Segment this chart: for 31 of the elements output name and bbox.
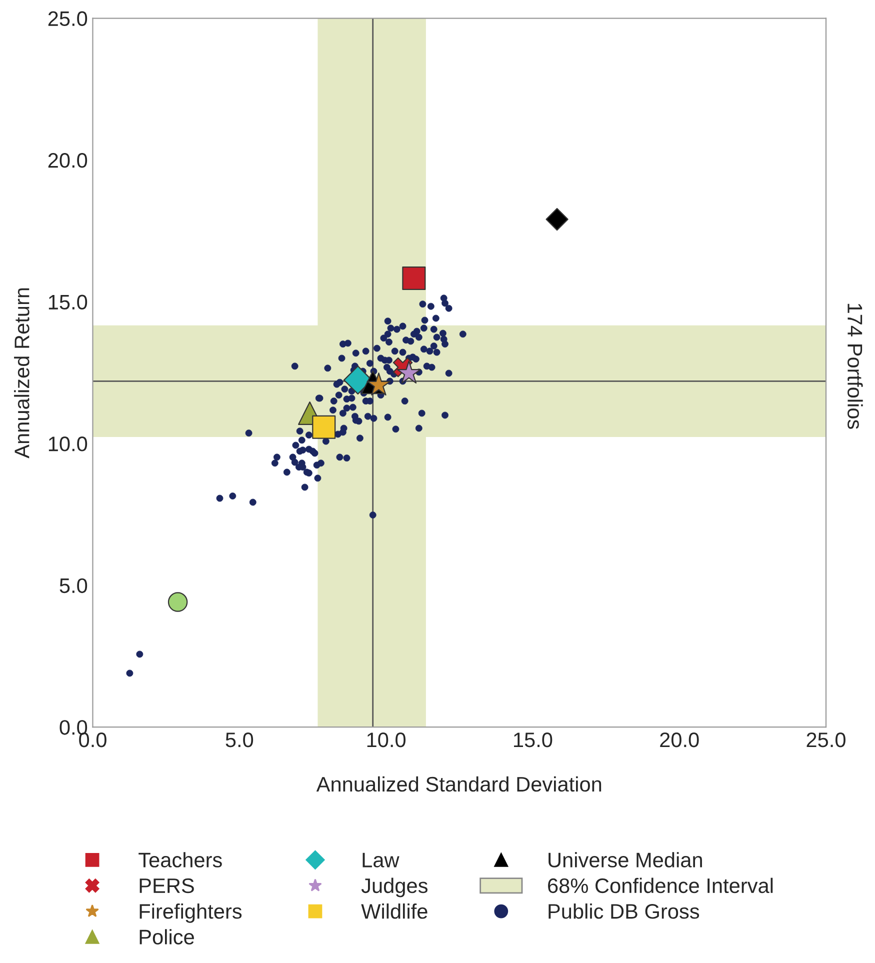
point: [396, 360, 421, 384]
x-tick-label: 25.0: [806, 732, 846, 748]
point: [402, 266, 426, 290]
x-axis-title: Annualized Standard Deviation: [316, 776, 602, 792]
legend-label: Law: [362, 852, 400, 868]
legend-label: 68% Confidence Interval: [548, 878, 773, 894]
legend-label: Teachers: [138, 852, 222, 868]
legend-label: Universe Median: [548, 852, 702, 868]
legend-label: Firefighters: [140, 903, 242, 923]
point: [366, 372, 391, 396]
text: 174 Portfolios: [848, 304, 863, 429]
legend-label: Judges: [361, 878, 428, 898]
y-axis-title: Annualized Return: [14, 288, 30, 458]
point: [312, 415, 336, 439]
point: [168, 592, 188, 612]
y-tick-label: 5.0: [60, 578, 88, 594]
y-tick-label: 20.0: [48, 153, 88, 168]
point: [546, 208, 568, 231]
legend-label: PERS: [140, 878, 194, 894]
y-tick-label: 0.0: [60, 720, 88, 735]
x-tick-label: 20.0: [660, 732, 699, 748]
y-tick-label: 15.0: [48, 294, 88, 310]
y-tick-label: 25.0: [48, 11, 88, 26]
y-tick-label: 10.0: [48, 436, 88, 452]
x-tick-label: 15.0: [514, 732, 552, 748]
x-tick-label: 0.0: [79, 732, 106, 748]
legend-label: Police: [140, 929, 194, 944]
x-tick-label: 5.0: [226, 732, 254, 748]
x-tick-label: 10.0: [367, 732, 406, 748]
legend-label: Wildlife: [361, 903, 428, 919]
legend-label: Public DB Gross: [548, 903, 700, 919]
